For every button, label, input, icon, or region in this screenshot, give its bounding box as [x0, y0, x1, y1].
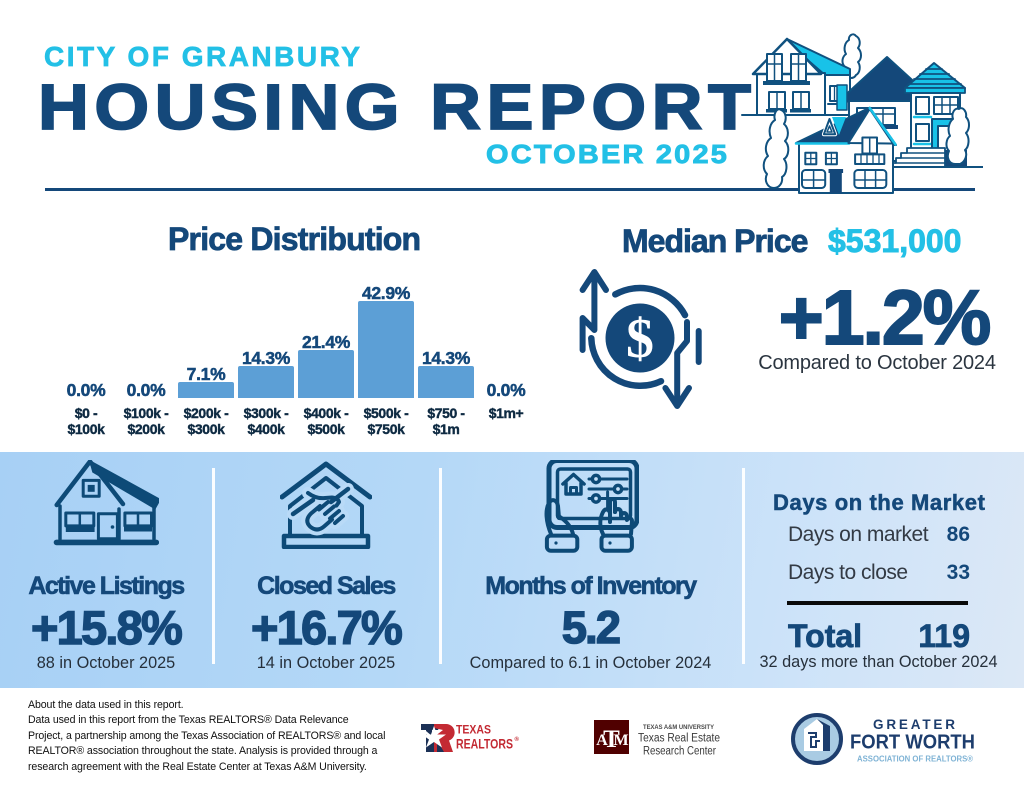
svg-text:Texas Real Estate: Texas Real Estate [638, 733, 720, 745]
svg-text:ASSOCIATION OF REALTORS®: ASSOCIATION OF REALTORS® [857, 755, 973, 764]
svg-text:GREATER: GREATER [873, 717, 955, 732]
svg-text:®: ® [515, 736, 520, 743]
svg-text:T: T [603, 726, 620, 753]
svg-text:REALTORS: REALTORS [456, 736, 513, 752]
svg-text:A: A [596, 732, 608, 749]
svg-text:FORT WORTH: FORT WORTH [850, 732, 975, 754]
svg-text:M: M [613, 732, 628, 749]
svg-text:TEXAS A&M UNIVERSITY: TEXAS A&M UNIVERSITY [643, 724, 715, 731]
svg-text:$: $ [626, 308, 654, 370]
svg-text:TEXAS: TEXAS [456, 723, 491, 737]
svg-text:Research Center: Research Center [643, 746, 716, 758]
